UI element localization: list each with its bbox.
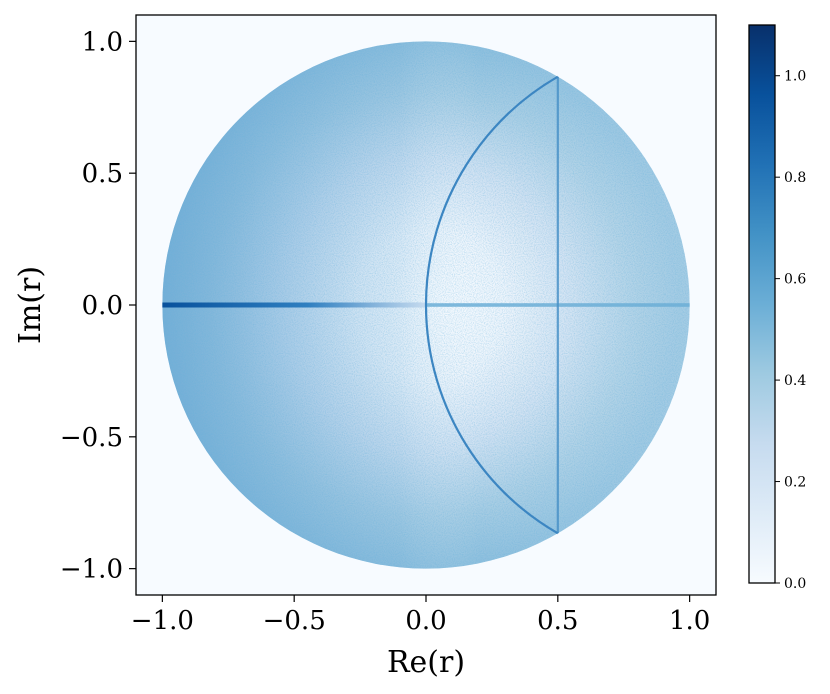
x-tick-label: −1.0	[131, 606, 194, 636]
colorbar-tick-label: 0.8	[784, 170, 806, 186]
heatmap	[162, 41, 690, 569]
real-axis-segment-negative	[162, 302, 426, 308]
y-tick-label: −1.0	[60, 555, 123, 585]
y-axis: −1.0 −0.5 0.0 0.5 1.0	[60, 27, 136, 585]
colorbar-gradient	[748, 24, 776, 584]
colorbar-tick-label: 0.0	[784, 576, 806, 592]
y-tick-label: 0.0	[82, 291, 123, 321]
colorbar-tick-label: 1.0	[784, 69, 806, 85]
y-tick-label: 0.5	[82, 159, 123, 189]
colorbar-tick-label: 0.2	[784, 475, 806, 491]
plot-area	[135, 14, 717, 596]
y-tick-label: −0.5	[60, 423, 123, 453]
y-tick-label: 1.0	[82, 27, 123, 57]
x-tick-label: 0.0	[405, 606, 446, 636]
colorbar: 0.0 0.2 0.4 0.6 0.8 1.0	[748, 24, 806, 592]
x-axis-label: Re(r)	[387, 645, 465, 680]
circle-arc	[424, 75, 559, 535]
x-tick-label: 1.0	[669, 606, 710, 636]
colorbar-tick-label: 0.6	[784, 272, 806, 288]
colorbar-tick-label: 0.4	[784, 373, 806, 389]
x-axis: −1.0 −0.5 0.0 0.5 1.0	[131, 595, 710, 636]
x-tick-label: −0.5	[263, 606, 326, 636]
colorbar-ticks: 0.0 0.2 0.4 0.6 0.8 1.0	[775, 69, 806, 592]
y-axis-label: Im(r)	[13, 266, 48, 344]
x-tick-label: 0.5	[537, 606, 578, 636]
